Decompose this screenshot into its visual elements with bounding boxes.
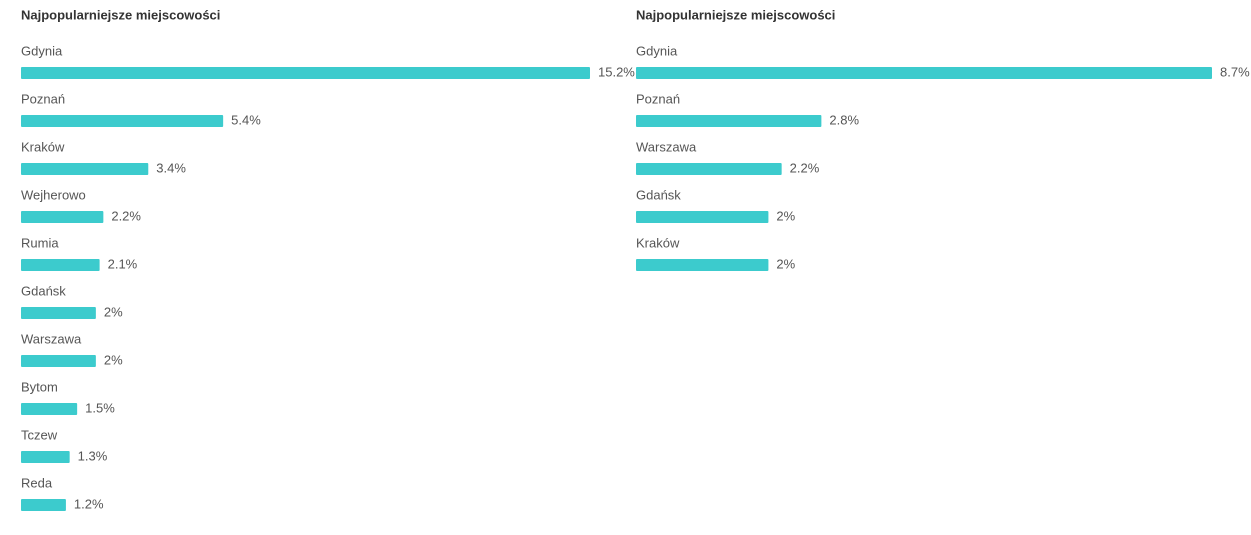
category-label: Warszawa [21, 331, 82, 346]
bar [636, 259, 769, 271]
chart-title: Najpopularniejsze miejscowości [636, 7, 835, 22]
bar [636, 115, 822, 127]
bar [21, 67, 590, 79]
category-label: Rumia [21, 235, 59, 250]
value-label: 2.2% [790, 160, 820, 175]
bar [21, 451, 70, 463]
chart-title: Najpopularniejsze miejscowości [21, 7, 220, 22]
category-label: Reda [21, 475, 53, 490]
value-label: 15.2% [598, 64, 635, 79]
category-label: Warszawa [636, 139, 697, 154]
category-label: Poznań [636, 91, 680, 106]
value-label: 2.1% [108, 256, 138, 271]
value-label: 1.5% [85, 400, 115, 415]
category-label: Gdynia [636, 43, 678, 58]
category-label: Bytom [21, 379, 58, 394]
value-label: 2.8% [829, 112, 859, 127]
value-label: 2% [776, 208, 795, 223]
bar [21, 307, 96, 319]
category-label: Gdańsk [636, 187, 681, 202]
bar [21, 259, 100, 271]
value-label: 8.7% [1220, 64, 1250, 79]
value-label: 2% [104, 352, 123, 367]
bar [21, 115, 224, 127]
value-label: 5.4% [231, 112, 261, 127]
bar [636, 163, 782, 175]
category-label: Gdynia [21, 43, 63, 58]
bar [21, 355, 96, 367]
bar [21, 499, 66, 511]
category-label: Wejherowo [21, 187, 86, 202]
category-label: Gdańsk [21, 283, 66, 298]
value-label: 2% [776, 256, 795, 271]
category-label: Kraków [21, 139, 65, 154]
value-label: 3.4% [156, 160, 186, 175]
category-label: Poznań [21, 91, 65, 106]
category-label: Kraków [636, 235, 680, 250]
bar [21, 403, 78, 415]
value-label: 2% [104, 304, 123, 319]
bar [636, 211, 769, 223]
bar [636, 67, 1212, 79]
bar [21, 211, 104, 223]
category-label: Tczew [21, 427, 58, 442]
bar [21, 163, 149, 175]
value-label: 1.3% [78, 448, 108, 463]
value-label: 1.2% [74, 496, 104, 511]
value-label: 2.2% [111, 208, 141, 223]
